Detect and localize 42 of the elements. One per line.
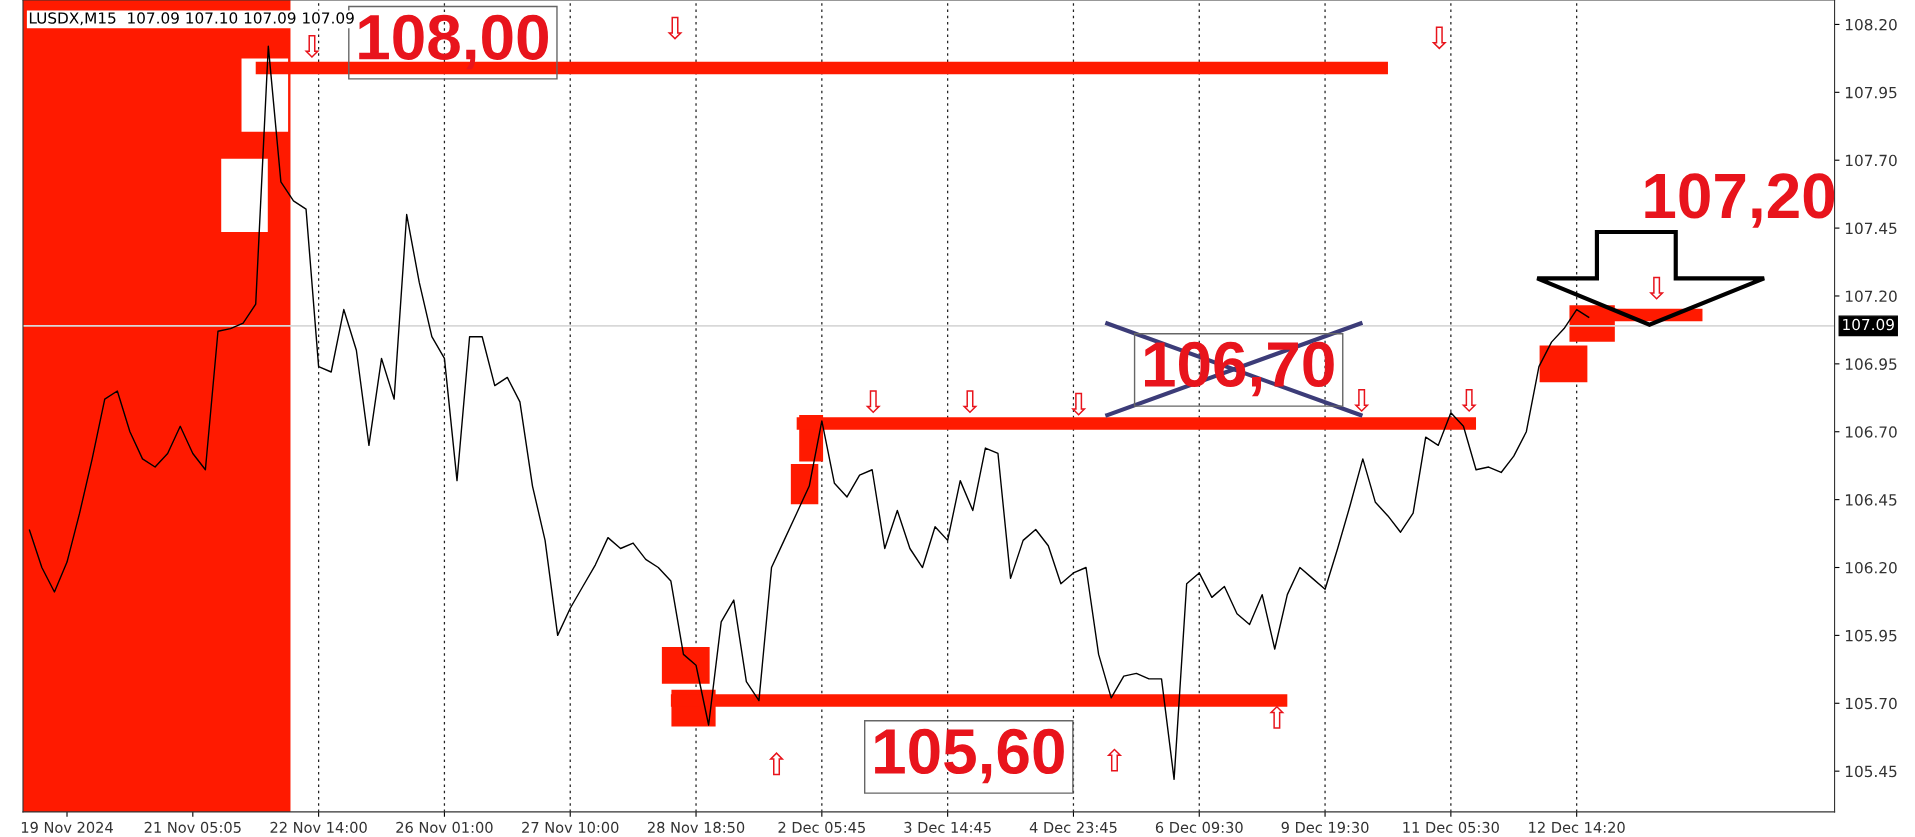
x-tick-label: 6 Dec 09:30 xyxy=(1155,821,1243,833)
x-tick-label: 12 Dec 14:20 xyxy=(1529,821,1625,833)
annotation: ⇧ xyxy=(1269,705,1285,729)
annotation: ⇩ xyxy=(865,390,881,414)
x-tick-label: 27 Nov 10:00 xyxy=(522,821,619,833)
annotation: ⇩ xyxy=(1071,392,1087,416)
y-tick-label: 107.45 xyxy=(1845,222,1897,235)
x-tick-label: 22 Nov 14:00 xyxy=(270,821,367,833)
y-tick-label: 106.95 xyxy=(1845,358,1897,370)
x-tick-label: 19 Nov 2024 xyxy=(21,821,113,833)
x-tick-label: 11 Dec 05:30 xyxy=(1403,821,1499,833)
y-tick-label: 106.45 xyxy=(1845,494,1897,506)
ref-line-label: 107.09 xyxy=(1843,318,1894,331)
annotation: ⇧ xyxy=(768,752,785,776)
annotation: ⇩ xyxy=(1354,389,1370,413)
y-tick-label: 106.20 xyxy=(1845,561,1897,574)
x-tick-label: 3 Dec 14:45 xyxy=(904,821,991,833)
annotation: ⇩ xyxy=(304,34,320,59)
annotation: ⇩ xyxy=(962,390,978,414)
x-tick-label: 2 Dec 05:45 xyxy=(778,821,865,833)
annotation: ⇩ xyxy=(1461,389,1477,413)
y-tick-label: 106.70 xyxy=(1845,426,1897,438)
y-tick-label: 105.45 xyxy=(1845,765,1897,778)
x-tick-label: 28 Nov 18:50 xyxy=(647,821,745,833)
annotation: 108,00 xyxy=(359,14,548,70)
text: LUSDX,M15 107.09 107.10 107.09 107.09 xyxy=(29,12,354,26)
annotation: ⇩ xyxy=(1649,276,1665,300)
annotation: 105,60 xyxy=(875,728,1064,784)
x-tick-label: 4 Dec 23:45 xyxy=(1029,821,1117,833)
annotation: ⇧ xyxy=(1106,748,1123,772)
annotation: ⇩ xyxy=(667,16,683,40)
x-tick-label: 26 Nov 01:00 xyxy=(396,821,493,833)
y-tick-label: 107.20 xyxy=(1845,290,1897,302)
x-tick-label: 21 Nov 05:05 xyxy=(144,821,241,833)
y-tick-label: 107.70 xyxy=(1845,154,1897,167)
y-tick-label: 107.95 xyxy=(1845,86,1897,99)
x-tick-label: 9 Dec 19:30 xyxy=(1281,821,1369,833)
annotation: ⇩ xyxy=(1431,26,1447,50)
y-tick-label: 105.70 xyxy=(1845,697,1897,710)
annotation: 107,20 xyxy=(1645,173,1835,228)
y-tick-label: 108.20 xyxy=(1845,18,1897,31)
y-tick-label: 105.95 xyxy=(1845,629,1897,642)
